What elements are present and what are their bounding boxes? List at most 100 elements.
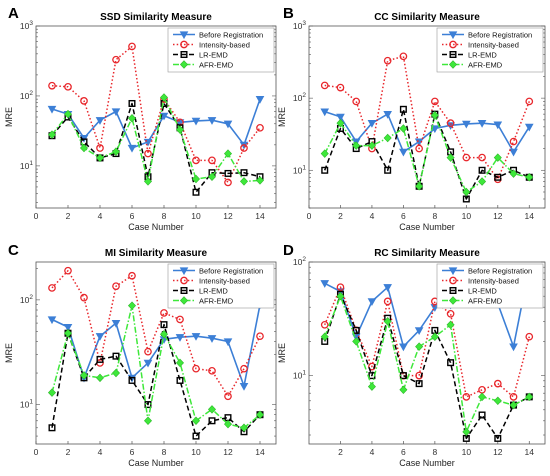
legend-entry: Before Registration bbox=[442, 30, 532, 39]
data-point bbox=[384, 166, 392, 174]
data-point bbox=[493, 121, 503, 130]
data-point bbox=[127, 144, 137, 153]
data-point bbox=[321, 166, 329, 174]
x-tick-label: 14 bbox=[525, 447, 535, 457]
data-point bbox=[399, 124, 408, 133]
legend-marker bbox=[180, 51, 188, 59]
data-point bbox=[223, 120, 233, 129]
data-point bbox=[175, 358, 185, 368]
series-line bbox=[324, 55, 530, 181]
data-point bbox=[446, 119, 455, 128]
data-point bbox=[509, 343, 518, 352]
y-tick-label: 103 bbox=[293, 20, 306, 31]
data-point bbox=[240, 144, 248, 152]
data-point bbox=[64, 82, 72, 91]
legend-marker bbox=[179, 296, 189, 305]
data-point bbox=[192, 156, 200, 165]
chart-panel-a: A SSD Similarity Measure 0 2 4 6 8 10 12 14 101 102… bbox=[4, 5, 277, 232]
data-point bbox=[478, 177, 487, 186]
data-point bbox=[144, 347, 152, 356]
data-point bbox=[80, 97, 88, 105]
x-tick-label: 4 bbox=[370, 447, 375, 457]
data-point bbox=[462, 187, 471, 197]
legend-label: Intensity-based bbox=[199, 40, 250, 49]
x-tick-label: 2 bbox=[338, 211, 343, 221]
x-tick-label: 2 bbox=[66, 211, 71, 221]
series-line bbox=[51, 45, 261, 184]
data-point bbox=[111, 368, 121, 378]
y-tick-label: 102 bbox=[293, 92, 306, 103]
data-point bbox=[320, 320, 329, 329]
chart-panel-d: D RC Similarity Measure 2 4 6 8 10 12 14 101 102 Ca… bbox=[277, 242, 546, 468]
data-point bbox=[160, 309, 168, 317]
y-tick-label: 101 bbox=[20, 399, 33, 410]
data-point bbox=[224, 178, 232, 187]
legend-entry: LR-EMD bbox=[173, 50, 228, 59]
data-point bbox=[47, 130, 57, 139]
legend-marker bbox=[179, 60, 189, 69]
data-point bbox=[144, 149, 152, 158]
x-tick-label: 4 bbox=[370, 211, 375, 221]
legend-label: LR-EMD bbox=[468, 50, 497, 59]
data-point bbox=[128, 42, 136, 51]
legend-entry: Before Registration bbox=[442, 266, 532, 275]
data-point bbox=[175, 125, 185, 134]
legend-marker bbox=[449, 287, 457, 295]
data-point bbox=[95, 117, 105, 125]
legend-marker bbox=[449, 51, 457, 59]
data-point bbox=[509, 169, 518, 178]
data-point bbox=[493, 379, 502, 388]
x-tick-label: 8 bbox=[432, 211, 437, 221]
data-point bbox=[415, 182, 424, 191]
data-point bbox=[383, 284, 392, 292]
legend-label: LR-EMD bbox=[199, 50, 228, 59]
series-lr-emd bbox=[321, 290, 533, 442]
legend-entry: Before Registration bbox=[173, 266, 263, 275]
y-tick-label: 102 bbox=[20, 90, 33, 101]
y-tick-label: 101 bbox=[20, 160, 33, 171]
data-point bbox=[414, 327, 424, 336]
data-point bbox=[208, 366, 216, 375]
x-tick-label: 2 bbox=[338, 447, 343, 457]
data-point bbox=[80, 293, 88, 302]
data-point bbox=[255, 176, 265, 185]
x-tick-label: 4 bbox=[98, 447, 103, 457]
data-point bbox=[207, 172, 217, 181]
data-point bbox=[320, 332, 329, 341]
data-point bbox=[462, 153, 471, 162]
data-point bbox=[48, 81, 56, 90]
data-point bbox=[525, 97, 534, 106]
data-point bbox=[111, 147, 121, 156]
data-point bbox=[224, 392, 232, 401]
y-axis-label: MRE bbox=[277, 343, 287, 363]
x-tick-label: 6 bbox=[130, 447, 135, 457]
data-point bbox=[240, 169, 248, 177]
data-point bbox=[47, 105, 57, 114]
data-point bbox=[494, 434, 502, 442]
data-point bbox=[383, 133, 392, 143]
legend-marker bbox=[449, 40, 457, 49]
data-point bbox=[64, 266, 72, 275]
x-tick-label: 6 bbox=[401, 211, 406, 221]
data-point bbox=[95, 153, 105, 163]
data-point bbox=[143, 416, 153, 426]
legend-marker bbox=[448, 60, 458, 69]
data-point bbox=[47, 388, 57, 397]
x-tick-label: 12 bbox=[493, 211, 503, 221]
data-point bbox=[447, 359, 455, 367]
x-axis-label: Case Number bbox=[128, 222, 184, 232]
legend-label: Intensity-based bbox=[468, 40, 519, 49]
legend-entry: Intensity-based bbox=[173, 40, 250, 49]
data-point bbox=[111, 319, 121, 328]
chart-title: CC Similarity Measure bbox=[374, 12, 480, 23]
x-tick-label: 2 bbox=[66, 447, 71, 457]
data-point bbox=[462, 427, 471, 437]
y-tick-label: 102 bbox=[293, 256, 306, 267]
panel-letter: A bbox=[8, 5, 19, 22]
data-point bbox=[127, 114, 137, 123]
data-point bbox=[415, 144, 423, 153]
y-tick-label: 102 bbox=[20, 294, 33, 305]
legend: Before RegistrationIntensity-basedLR-EMD… bbox=[436, 263, 544, 309]
x-tick-label: 0 bbox=[34, 447, 39, 457]
